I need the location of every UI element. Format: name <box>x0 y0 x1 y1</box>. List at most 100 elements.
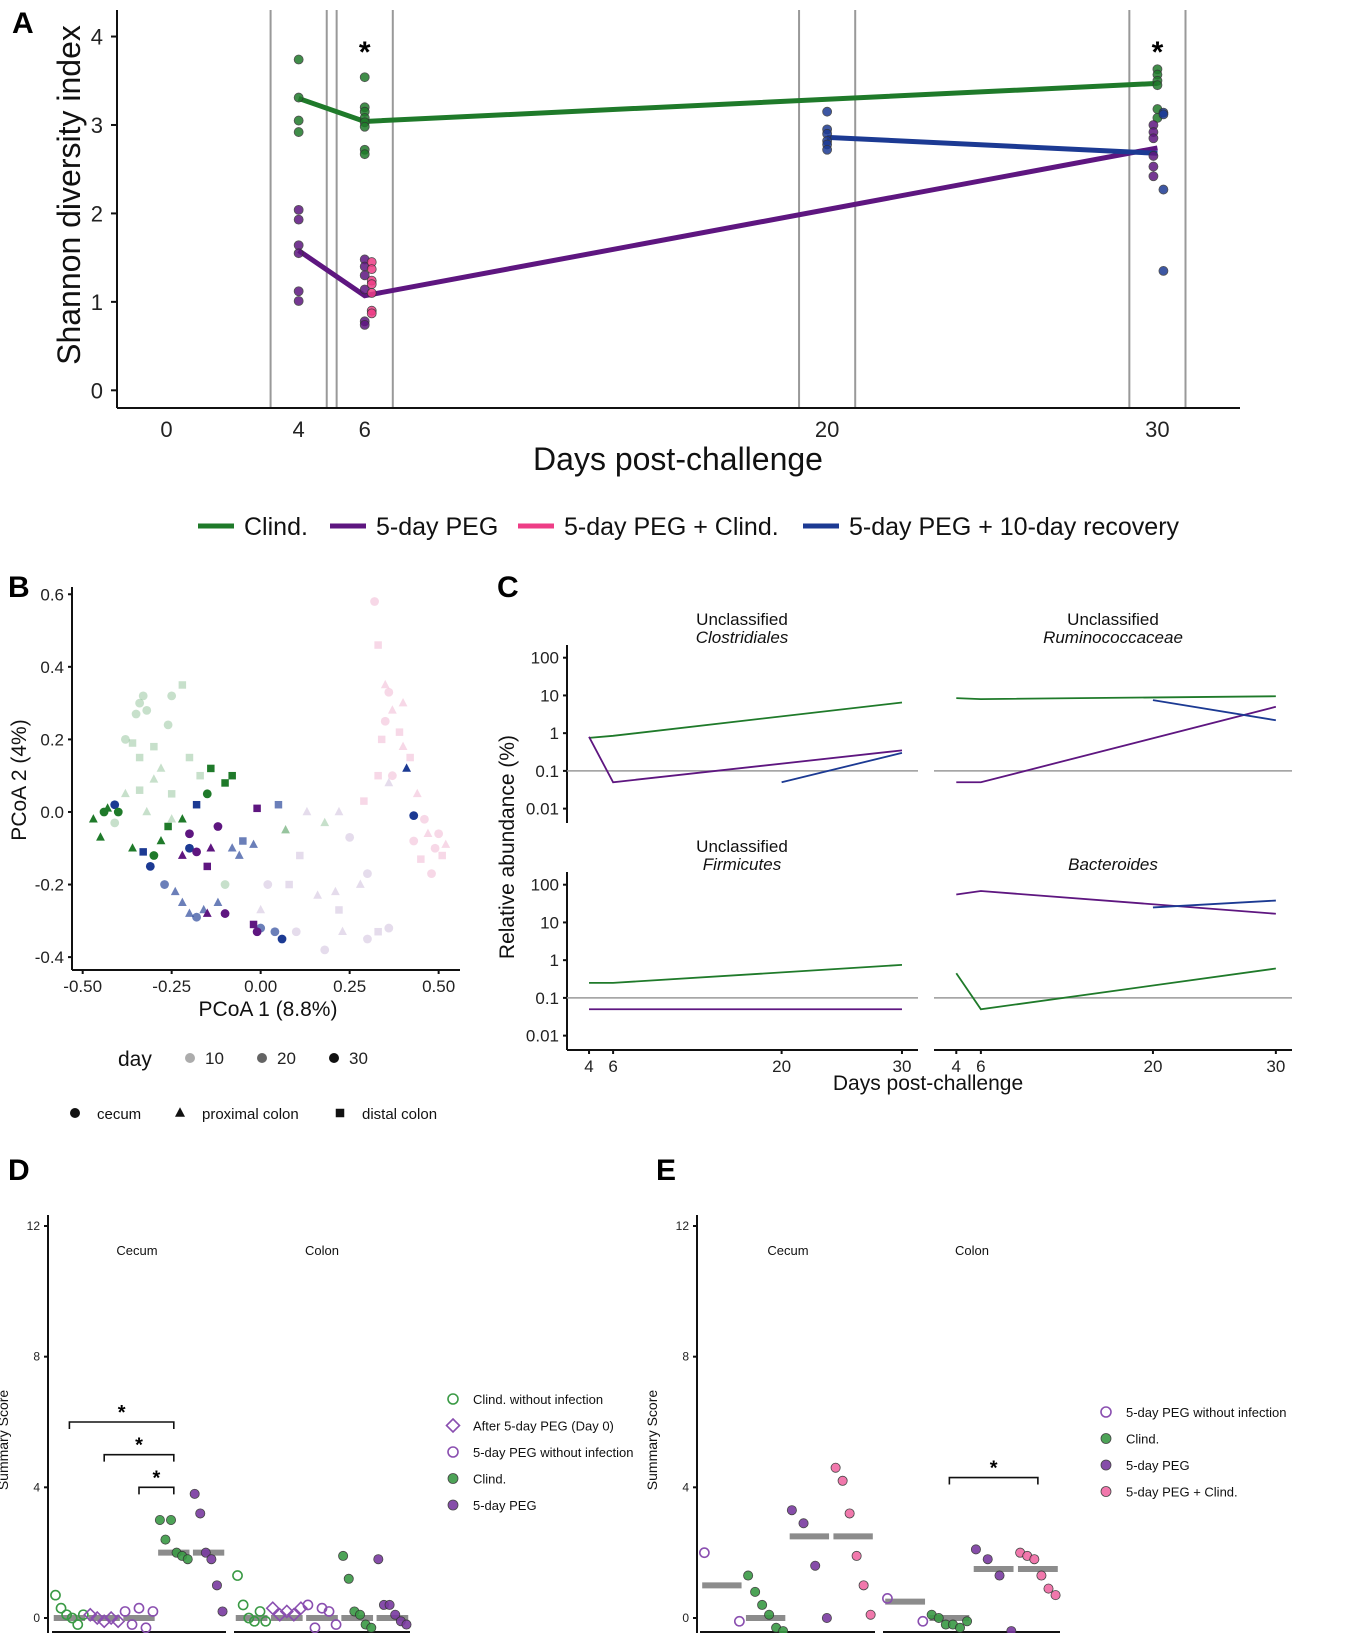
ordination-point <box>334 806 344 816</box>
score-point <box>851 1550 862 1561</box>
abundance-line <box>955 967 1276 1011</box>
ordination-point <box>213 822 223 831</box>
ordination-point <box>249 839 258 848</box>
y-tick-label: 0.4 <box>40 658 64 677</box>
panel-letter-a: A <box>12 7 34 40</box>
legend-label: 5-day PEG without infection <box>473 1445 633 1460</box>
y-tick-label: 0.6 <box>40 585 64 604</box>
ordination-point <box>363 869 372 879</box>
ordination-point <box>420 814 429 824</box>
data-point <box>359 270 370 281</box>
panel-b-chart: -0.4 -0.2 0.0 0.2 0.4 0.6 -0.50 -0.25 0.00 0.25 0.… <box>8 585 460 1123</box>
ordination-point <box>202 908 212 917</box>
x-tick-label: 4 <box>584 1057 593 1076</box>
ordination-point <box>320 817 330 827</box>
data-point <box>293 115 304 126</box>
significance-bracket <box>948 1476 1039 1485</box>
score-point <box>330 1619 342 1630</box>
score-point <box>97 1614 112 1629</box>
ordination-point <box>380 716 390 726</box>
score-point <box>786 1505 797 1516</box>
score-point <box>810 1560 821 1571</box>
data-point <box>359 121 370 132</box>
legend-label: Clind. <box>473 1472 506 1487</box>
ordination-point <box>192 800 201 809</box>
abundance-line <box>1152 899 1276 909</box>
significance-marker: * <box>135 1435 143 1457</box>
significance-marker: * <box>359 36 371 69</box>
x-axis-title: Days post-challenge <box>533 441 823 477</box>
legend-swatch <box>447 1473 459 1484</box>
legend-day-swatch <box>257 1053 267 1063</box>
ordination-point <box>374 771 382 780</box>
legend-shape-swatch <box>335 1108 345 1118</box>
ordination-point <box>395 728 404 736</box>
x-tick-label: 6 <box>608 1057 617 1076</box>
ordination-point <box>135 753 144 762</box>
ordination-point <box>374 927 382 936</box>
y-tick-label: 0.1 <box>535 989 559 1008</box>
ordination-point <box>313 890 323 899</box>
y-tick-label: 0 <box>91 378 103 403</box>
score-point <box>882 1593 893 1604</box>
ordination-point <box>170 886 180 896</box>
data-point <box>1148 151 1159 161</box>
y-axis-title: Summary Score <box>644 1390 660 1491</box>
y-tick-label: 0.1 <box>535 762 559 781</box>
score-point <box>830 1462 841 1473</box>
ordination-point <box>270 927 280 937</box>
ordination-point <box>120 788 130 798</box>
y-tick-label: 12 <box>676 1219 690 1233</box>
score-point <box>189 1488 200 1499</box>
ordination-point <box>138 691 148 701</box>
score-point <box>844 1508 855 1519</box>
score-point <box>111 1614 126 1629</box>
x-tick-label: 20 <box>772 1057 791 1076</box>
ordination-point <box>156 763 166 772</box>
ordination-point <box>145 862 155 871</box>
ordination-point <box>277 934 287 944</box>
score-point <box>217 1606 228 1617</box>
ordination-point <box>302 806 312 816</box>
data-point <box>359 319 370 330</box>
ordination-point <box>256 904 266 914</box>
x-tick-label: -0.25 <box>152 977 191 996</box>
ordination-point <box>335 906 343 914</box>
legend-day-swatch <box>185 1053 195 1063</box>
ordination-point <box>427 869 436 879</box>
ordination-point <box>228 771 236 780</box>
y-tick-label: 8 <box>33 1350 40 1364</box>
ordination-point <box>110 800 120 810</box>
score-point <box>355 1609 366 1620</box>
ordination-point <box>345 832 355 842</box>
ordination-point <box>177 850 187 859</box>
ordination-point <box>167 790 176 798</box>
x-axis-title: Days post-challenge <box>833 1072 1023 1095</box>
data-point <box>293 248 304 259</box>
score-point <box>279 1604 294 1619</box>
score-point <box>50 1589 61 1601</box>
ordination-point <box>252 927 262 937</box>
score-point <box>865 1609 876 1620</box>
y-tick-label: 10 <box>540 913 559 932</box>
score-point <box>232 1570 243 1581</box>
ordination-point <box>196 771 204 780</box>
score-point <box>182 1554 193 1565</box>
ordination-point <box>202 789 212 799</box>
abundance-line <box>1152 699 1276 722</box>
score-point <box>77 1609 89 1621</box>
legend-label: 5-day PEG <box>1126 1458 1190 1473</box>
ordination-point <box>220 880 230 889</box>
ordination-point <box>285 880 293 889</box>
ordination-point <box>131 709 141 719</box>
panel-a-chart: 0 1 2 3 4 0 4 6 20 30 Days post-challenge Shannon d… <box>51 10 1240 541</box>
ordination-point <box>156 835 166 845</box>
ordination-point <box>178 681 187 689</box>
y-axis-title: Summary Score <box>0 1390 11 1491</box>
x-axis-title: PCoA 1 (8.8%) <box>199 998 338 1021</box>
y-tick-label: 4 <box>33 1480 40 1494</box>
ordination-point <box>434 829 444 839</box>
ordination-point <box>142 705 152 715</box>
